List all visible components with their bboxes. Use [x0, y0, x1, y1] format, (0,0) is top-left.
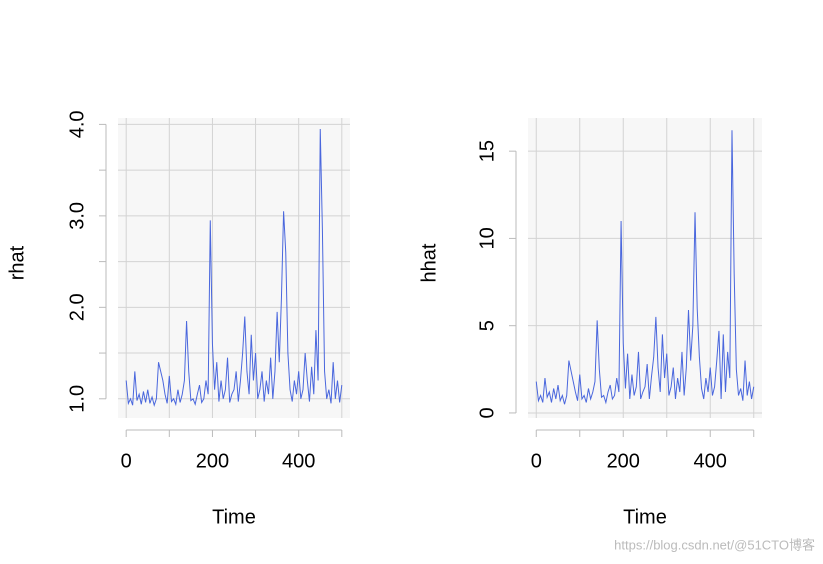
plot-background: [528, 118, 762, 418]
x-axis-label: Time: [212, 506, 256, 528]
y-tick-label: 1.0: [66, 385, 88, 413]
x-tick-label: 400: [282, 450, 315, 472]
plot-background: [118, 118, 350, 418]
y-tick-label: 15: [476, 140, 498, 162]
x-tick-label: 200: [196, 450, 229, 472]
y-tick-label: 10: [476, 227, 498, 249]
x-axis-label: Time: [623, 506, 667, 528]
y-tick-label: 2.0: [66, 293, 88, 321]
x-tick-label: 400: [694, 450, 727, 472]
y-tick-label: 3.0: [66, 202, 88, 230]
y-tick-label: 5: [476, 320, 498, 331]
watermark: https://blog.csdn.net/@51CTO博客: [614, 537, 815, 552]
y-tick-label: 0: [476, 407, 498, 418]
y-axis-label: rhat: [6, 245, 28, 280]
x-tick-label: 200: [607, 450, 640, 472]
x-tick-label: 0: [121, 450, 132, 472]
y-axis-label: hhat: [418, 243, 440, 282]
series-line: [535, 130, 755, 405]
series-line: [125, 128, 343, 407]
x-tick-label: 0: [531, 450, 542, 472]
y-tick-label: 4.0: [66, 110, 88, 138]
